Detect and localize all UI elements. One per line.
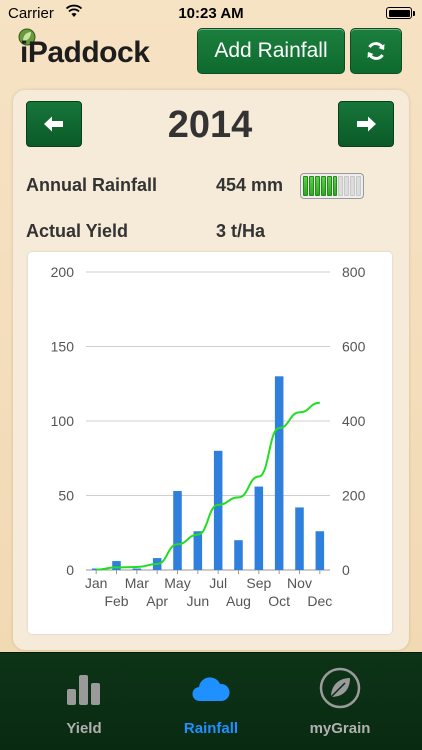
previous-year-button[interactable] <box>26 101 82 147</box>
x-tick-label: Jun <box>187 593 210 609</box>
annual-rainfall-value: 454 mm <box>216 175 284 195</box>
tab-mygrain[interactable]: myGrain <box>270 653 410 750</box>
y-right-tick-label: 600 <box>342 339 366 355</box>
x-tick-label: Sep <box>246 575 271 591</box>
y-right-tick-label: 400 <box>342 413 366 429</box>
tab-mygrain-label: myGrain <box>309 720 371 737</box>
arrow-left-icon <box>44 116 63 132</box>
x-tick-label: Apr <box>146 593 168 609</box>
bar-jul <box>213 450 223 570</box>
x-tick-label: Jul <box>209 575 227 591</box>
gauge-segment <box>308 176 314 196</box>
bar-sep <box>254 486 264 570</box>
gauge-segment <box>356 176 362 196</box>
clock: 10:23 AM <box>178 5 244 22</box>
cloud-icon <box>192 677 230 702</box>
tab-yield[interactable]: Yield <box>14 653 154 750</box>
tab-rainfall-label: Rainfall <box>183 720 239 737</box>
x-tick-label: Mar <box>125 575 149 591</box>
refresh-button[interactable] <box>350 28 402 74</box>
y-right-tick-label: 800 <box>342 264 366 280</box>
y-right-tick-label: 200 <box>342 488 366 504</box>
status-bar: Carrier 10:23 AM <box>0 0 422 28</box>
x-tick-label: Nov <box>287 575 312 591</box>
bar-nov <box>295 507 304 570</box>
x-tick-label: Aug <box>226 593 251 609</box>
gauge-segment <box>332 176 338 196</box>
y-left-tick-label: 200 <box>51 264 75 280</box>
y-left-tick-label: 150 <box>51 339 75 355</box>
arrow-right-icon <box>357 116 376 132</box>
leaf-icon <box>319 667 361 709</box>
bar-feb <box>112 561 121 570</box>
app-logo: iPaddock <box>20 36 150 69</box>
tab-yield-label: Yield <box>66 720 102 737</box>
gauge-segment <box>303 176 308 196</box>
x-tick-label: Dec <box>307 593 332 609</box>
annual-rainfall-label: Annual Rainfall <box>26 175 158 195</box>
x-tick-label: Oct <box>268 593 290 609</box>
bar-chart-icon <box>67 675 100 705</box>
y-right-tick-label: 0 <box>342 562 350 578</box>
bar-aug <box>234 540 243 570</box>
tab-bar: Yield Rainfall myGrain <box>0 652 422 750</box>
battery-icon <box>386 7 415 19</box>
bar-jun <box>193 531 203 570</box>
actual-yield-value: 3 t/Ha <box>216 221 266 241</box>
y-left-tick-label: 50 <box>58 488 74 504</box>
refresh-icon <box>367 42 385 60</box>
rainfall-chart: 0 50 100 150 200 0 200 400 600 800 Jan Mar May Jul Sep… <box>28 252 392 634</box>
bar-mar <box>132 568 142 570</box>
rainfall-chart-svg: 0 50 100 150 200 0 200 400 600 800 Jan Mar May Jul Sep… <box>51 264 366 609</box>
year-title: 2014 <box>167 104 253 146</box>
y-left-tick-label: 0 <box>66 562 74 578</box>
gauge-segment <box>350 176 356 196</box>
gauge-segment <box>320 176 326 196</box>
tab-rainfall[interactable]: Rainfall <box>141 653 281 750</box>
bar-dec <box>315 531 325 570</box>
rainfall-gauge <box>300 173 364 199</box>
carrier-label: Carrier <box>8 5 54 22</box>
add-rainfall-button[interactable]: Add Rainfall <box>197 28 345 74</box>
gauge-segment <box>344 176 350 196</box>
next-year-button[interactable] <box>338 101 394 147</box>
x-tick-label: May <box>164 575 190 591</box>
gauge-segment <box>338 176 344 196</box>
x-tick-label: Jan <box>85 575 108 591</box>
bar-oct <box>274 376 284 570</box>
wifi-icon <box>66 4 82 17</box>
cumulative-rainfall-line <box>96 401 320 571</box>
logo-leaf-icon <box>18 28 36 46</box>
gauge-segment <box>326 176 332 196</box>
actual-yield-label: Actual Yield <box>26 221 129 241</box>
y-left-tick-label: 100 <box>51 413 75 429</box>
bar-may <box>173 491 182 570</box>
x-tick-label: Feb <box>104 593 128 609</box>
gauge-segment <box>314 176 320 196</box>
